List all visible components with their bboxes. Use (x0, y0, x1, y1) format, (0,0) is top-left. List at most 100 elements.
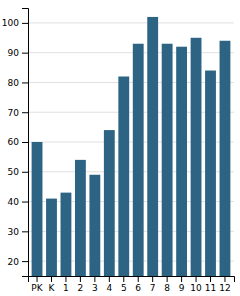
x-tick-mark (167, 276, 168, 282)
y-axis-line (22, 9, 29, 277)
y-tick-label: 60 (8, 137, 20, 147)
y-tick-mark (22, 202, 28, 203)
x-tick: PK (31, 276, 43, 293)
bar (61, 193, 72, 276)
x-tick-label: K (49, 283, 56, 293)
bar (205, 71, 216, 276)
y-tick-label: 70 (8, 108, 20, 118)
x-tick: 11 (205, 276, 216, 293)
y-tick-label: 20 (8, 256, 20, 266)
x-tick: 7 (150, 276, 156, 293)
x-tick-mark (152, 276, 153, 282)
y-tick-mark (22, 261, 28, 262)
x-tick-mark (138, 276, 139, 282)
x-axis: PKK123456789101112 (29, 276, 235, 293)
x-tick: 8 (164, 276, 170, 293)
y-tick: 100 (2, 18, 28, 28)
x-tick: K (49, 276, 56, 293)
grid-line (28, 112, 234, 113)
x-tick-mark (109, 276, 110, 282)
x-tick-mark (94, 276, 95, 282)
x-tick-label: 4 (106, 283, 112, 293)
grid-line (28, 82, 234, 83)
x-tick-mark (65, 276, 66, 282)
y-tick: 50 (8, 167, 28, 177)
y-tick-label: 50 (8, 167, 20, 177)
grid-line (28, 52, 234, 53)
x-tick-mark (123, 276, 124, 282)
x-tick-label: 7 (150, 283, 156, 293)
bar (32, 142, 43, 276)
y-tick-label: 30 (8, 227, 20, 237)
bar (133, 44, 144, 276)
grid-line (28, 171, 234, 172)
x-tick-mark (51, 276, 52, 282)
x-tick: 10 (190, 276, 202, 293)
y-tick: 70 (8, 108, 28, 118)
grid-line (28, 201, 234, 202)
x-tick-mark (181, 276, 182, 282)
bar (176, 47, 187, 276)
y-tick-label: 80 (8, 78, 20, 88)
y-tick-mark (22, 142, 28, 143)
x-tick-mark (210, 276, 211, 282)
x-tick-mark (224, 276, 225, 282)
y-tick: 60 (8, 137, 28, 147)
x-tick-label: 10 (190, 283, 202, 293)
y-tick-mark (22, 82, 28, 83)
grid-line (28, 142, 234, 143)
x-tick-label: 5 (121, 283, 127, 293)
y-tick-mark (22, 53, 28, 54)
chart-svg: PKK1234567891011122030405060708090100 (0, 0, 240, 296)
y-tick: 80 (8, 78, 28, 88)
x-tick-label: PK (31, 283, 43, 293)
x-tick-label: 1 (63, 283, 69, 293)
y-tick: 30 (8, 227, 28, 237)
grid-line (28, 261, 234, 262)
bar (75, 160, 86, 276)
bar (104, 130, 115, 276)
x-tick: 3 (92, 276, 98, 293)
x-tick: 5 (121, 276, 127, 293)
x-tick: 4 (106, 276, 112, 293)
bar (46, 199, 57, 276)
x-tick: 9 (179, 276, 185, 293)
bar (191, 38, 202, 276)
x-tick-label: 8 (164, 283, 170, 293)
y-axis: 20 30 40 50 60 70 80 90 100 (2, 9, 29, 277)
grid-line (28, 22, 234, 23)
plot-area (32, 17, 231, 276)
bar (89, 175, 100, 276)
y-tick: 20 (8, 256, 28, 266)
x-tick-label: 6 (135, 283, 141, 293)
y-tick-mark (22, 112, 28, 113)
x-tick: 12 (219, 276, 230, 293)
bar (147, 17, 158, 276)
y-tick-label: 40 (8, 197, 20, 207)
x-tick: 6 (135, 276, 141, 293)
x-tick-mark (37, 276, 38, 282)
bar (220, 41, 231, 276)
x-tick-label: 9 (179, 283, 185, 293)
grid-line (28, 231, 234, 232)
x-axis-line (29, 277, 235, 283)
x-tick-mark (196, 276, 197, 282)
y-tick-mark (22, 23, 28, 24)
y-tick-label: 100 (2, 18, 19, 28)
x-tick: 2 (78, 276, 84, 293)
x-tick-label: 2 (78, 283, 84, 293)
bar (118, 76, 129, 276)
y-tick: 40 (8, 197, 28, 207)
x-tick-label: 12 (219, 283, 230, 293)
x-tick-label: 3 (92, 283, 98, 293)
x-tick-mark (80, 276, 81, 282)
bar (162, 44, 173, 276)
y-tick-mark (22, 231, 28, 232)
y-tick-label: 90 (8, 48, 20, 58)
y-tick-mark (22, 172, 28, 173)
grid (28, 23, 234, 261)
y-tick: 90 (8, 48, 28, 58)
chart-container: PKK1234567891011122030405060708090100 (0, 0, 240, 296)
x-tick: 1 (63, 276, 69, 293)
x-tick-label: 11 (205, 283, 216, 293)
